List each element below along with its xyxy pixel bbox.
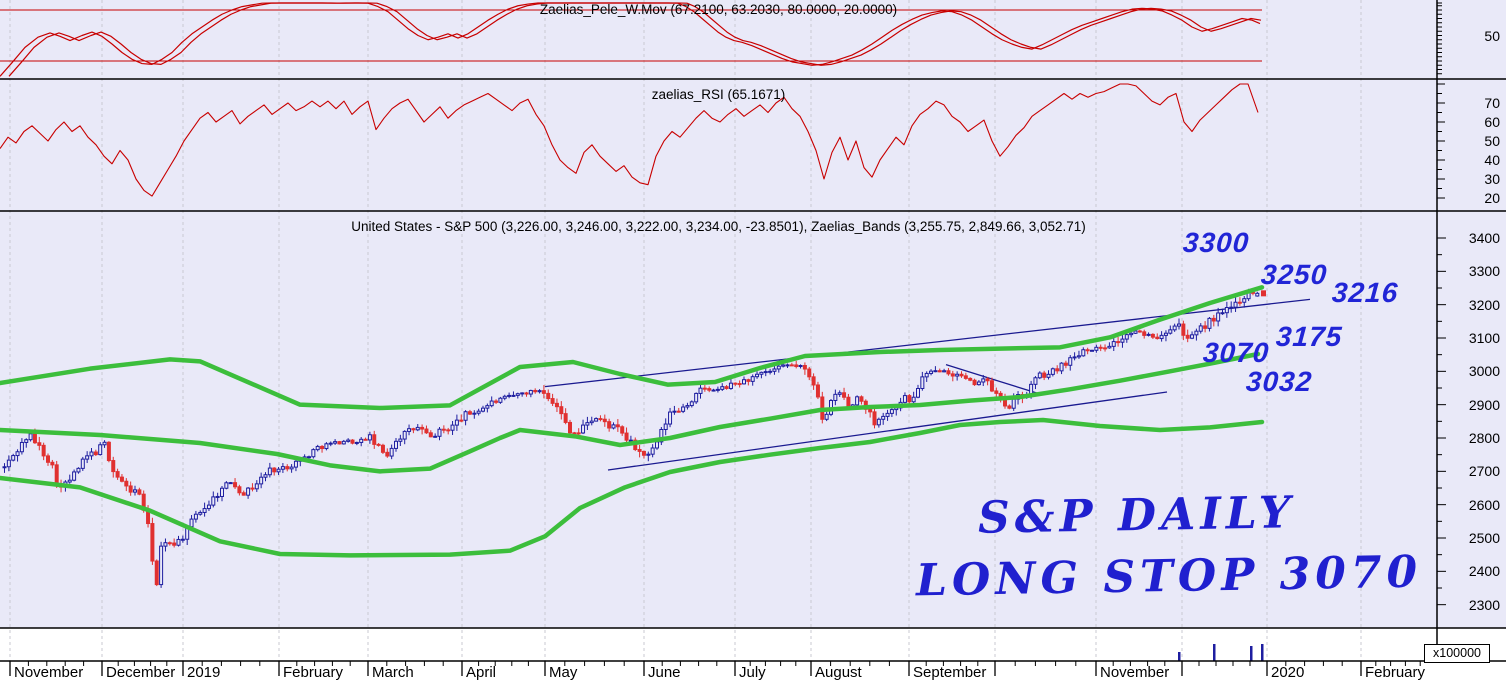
- price-scale-label: 3400: [1468, 230, 1500, 246]
- volume-bar: [1250, 646, 1253, 661]
- band-stop: [0, 351, 1261, 474]
- price-target-annotation: 3032: [1244, 366, 1314, 397]
- month-label: December: [106, 664, 176, 681]
- price-scale-label: 3100: [1468, 330, 1500, 346]
- price-scale-label: 2400: [1468, 563, 1500, 580]
- band-lower: [0, 417, 1265, 558]
- price-scale-label: 3300: [1468, 263, 1500, 280]
- handwritten-note-line2: LONG STOP 3070: [915, 546, 1423, 607]
- price-scale-label: 2500: [1468, 530, 1500, 546]
- month-label: June: [648, 664, 681, 681]
- month-label: 2019: [187, 664, 221, 681]
- pele-pane-title: Zaelias_Pele_W.Mov (67.2100, 63.2030, 80…: [539, 2, 898, 17]
- month-label: August: [815, 664, 862, 681]
- rsi-scale-label: 70: [1484, 95, 1500, 111]
- price-scale-label: 2800: [1468, 430, 1500, 446]
- rsi-scale-label: 30: [1484, 171, 1500, 187]
- price-target-annotation: 3175: [1274, 321, 1344, 352]
- rsi-line: [0, 83, 1259, 197]
- price-pane-title: United States - S&P 500 (3,226.00, 3,246…: [351, 219, 1086, 234]
- month-label: November: [14, 664, 84, 681]
- price-scale-label: 2600: [1468, 496, 1500, 513]
- rsi-scale-label: 40: [1484, 152, 1500, 168]
- month-label: November: [1100, 664, 1170, 681]
- handwritten-note-line1: S&P DAILY: [977, 487, 1296, 544]
- candlestick-series: [2, 288, 1260, 588]
- last-price-marker: [1261, 290, 1266, 297]
- month-label: February: [283, 664, 344, 681]
- trendline: [607, 391, 1168, 471]
- volume-multiplier-box: x100000: [1424, 644, 1490, 663]
- price-scale-label: 2700: [1468, 463, 1500, 480]
- price-scale-label: 3000: [1468, 363, 1500, 380]
- month-label: March: [372, 664, 414, 681]
- price-scale-label: 2900: [1468, 396, 1500, 413]
- price-target-annotation: 3070: [1201, 337, 1271, 368]
- rsi-scale-label: 50: [1484, 133, 1500, 149]
- price-target-annotation: 3216: [1330, 277, 1400, 308]
- month-label: May: [549, 664, 578, 681]
- month-label: September: [913, 664, 987, 681]
- month-label: July: [739, 664, 766, 681]
- rsi-scale-label: 60: [1484, 114, 1500, 130]
- volume-bar: [1213, 644, 1216, 661]
- price-target-annotation: 3250: [1259, 259, 1329, 290]
- month-label: 2020: [1271, 664, 1305, 681]
- pele-scale-label: 50: [1484, 27, 1500, 44]
- price-scale-label: 2300: [1468, 596, 1500, 613]
- trendline: [945, 364, 1043, 396]
- pele-slow-line: [8, 2, 1262, 77]
- rsi-scale-label: 20: [1484, 190, 1500, 206]
- volume-bar: [1261, 644, 1264, 661]
- axis-background: [0, 628, 1506, 687]
- price-target-annotation: 3300: [1181, 227, 1251, 258]
- band-upper: [0, 285, 1265, 411]
- month-label: February: [1365, 664, 1426, 681]
- month-label: April: [466, 664, 497, 681]
- price-scale-label: 3200: [1468, 296, 1500, 313]
- rsi-pane-title: zaelias_RSI (65.1671): [651, 87, 786, 102]
- volume-bar: [1178, 652, 1181, 661]
